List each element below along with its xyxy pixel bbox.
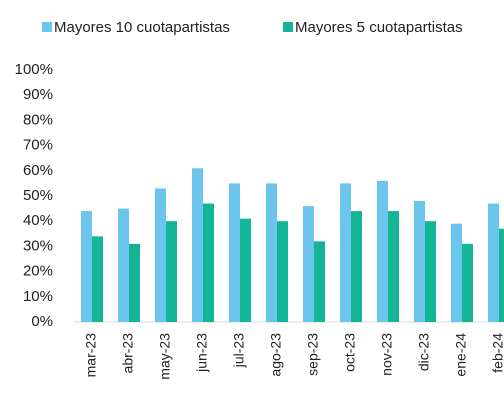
y-tick-label: 30% xyxy=(23,237,53,254)
bar xyxy=(81,211,92,322)
bar xyxy=(303,206,314,322)
bar xyxy=(340,183,351,322)
x-tick-label: dic-23 xyxy=(416,333,432,371)
bar xyxy=(377,180,388,322)
bar xyxy=(451,223,462,322)
bar xyxy=(277,221,288,322)
y-tick-label: 50% xyxy=(23,187,53,204)
x-tick-label: oct-23 xyxy=(342,333,358,372)
x-tick-label: ene-24 xyxy=(453,333,469,377)
x-tick-label: jun-23 xyxy=(194,333,210,373)
bar xyxy=(155,188,166,322)
bar xyxy=(462,243,473,322)
x-tick-label: mar-23 xyxy=(83,333,99,378)
y-tick-label: 90% xyxy=(23,86,53,103)
y-tick-label: 70% xyxy=(23,137,53,154)
bar xyxy=(203,203,214,322)
y-tick-label: 80% xyxy=(23,111,53,128)
legend-label: Mayores 5 cuotapartistas xyxy=(295,19,463,36)
bar xyxy=(425,221,436,322)
bar xyxy=(266,183,277,322)
bar xyxy=(388,211,399,322)
x-tick-label: jul-23 xyxy=(231,333,247,368)
legend-label: Mayores 10 cuotapartistas xyxy=(54,19,230,36)
y-tick-label: 0% xyxy=(31,313,53,330)
x-tick-label: abr-23 xyxy=(120,333,136,374)
bar xyxy=(499,228,504,322)
bar xyxy=(314,241,325,322)
y-tick-label: 100% xyxy=(15,61,53,78)
bar xyxy=(414,201,425,322)
x-tick-label: may-23 xyxy=(157,333,173,380)
y-tick-label: 20% xyxy=(23,263,53,280)
x-tick-label: feb-24 xyxy=(490,333,504,373)
y-tick-label: 40% xyxy=(23,212,53,229)
legend-swatch xyxy=(42,22,52,32)
bar xyxy=(229,183,240,322)
y-tick-label: 60% xyxy=(23,162,53,179)
bar xyxy=(488,203,499,322)
bar xyxy=(192,168,203,322)
x-tick-label: sep-23 xyxy=(305,333,321,376)
legend-swatch xyxy=(283,22,293,32)
bar xyxy=(351,211,362,322)
bar xyxy=(240,218,251,322)
bar xyxy=(92,236,103,322)
x-tick-label: ago-23 xyxy=(268,333,284,377)
bar xyxy=(118,208,129,322)
y-tick-label: 10% xyxy=(23,288,53,305)
bar xyxy=(129,243,140,322)
x-tick-label: nov-23 xyxy=(379,333,395,376)
bar xyxy=(166,221,177,322)
